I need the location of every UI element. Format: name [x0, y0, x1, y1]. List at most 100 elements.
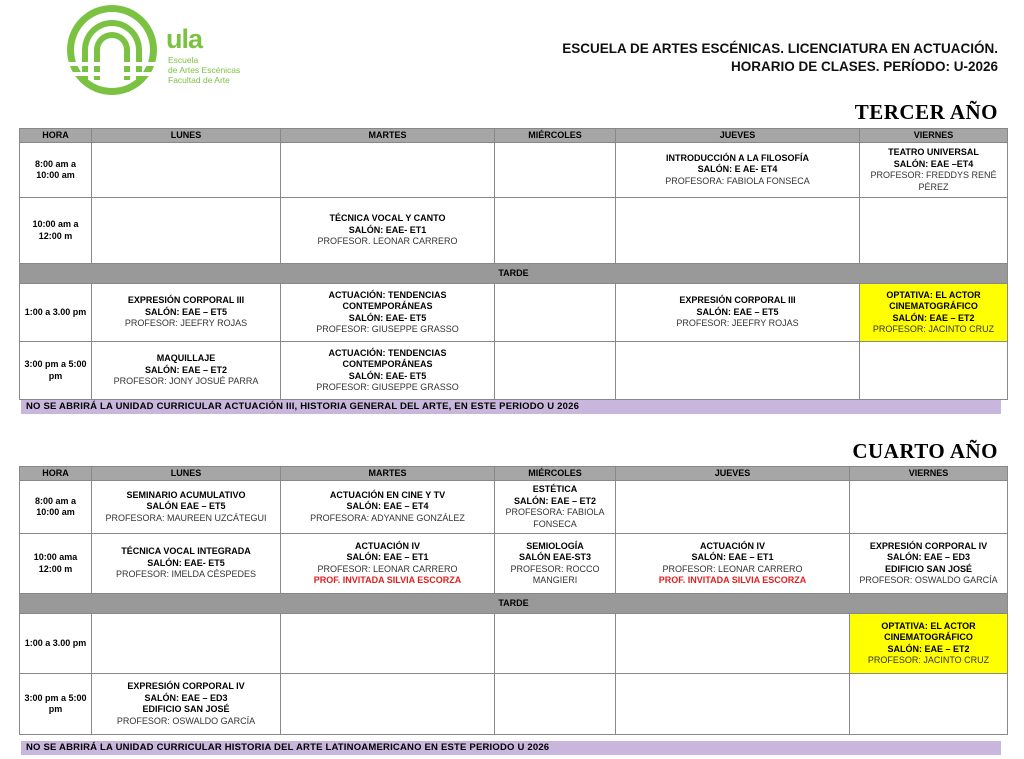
class-room: SALÓN: E AE- ET4: [697, 164, 778, 175]
class-title: TÉCNICA VOCAL INTEGRADA: [121, 546, 251, 557]
day-header: VIERNES: [849, 466, 1008, 481]
class-title: SEMINARIO ACUMULATIVO: [126, 489, 246, 500]
class-room: SALÓN: EAE – ET1: [691, 552, 774, 562]
logo-line: Escuela: [168, 55, 199, 65]
class-cell: [280, 142, 495, 198]
class-cell: [280, 613, 495, 674]
class-title: ACTUACIÓN: TENDENCIAS CONTEMPORÁNEAS: [328, 289, 447, 312]
class-title: INTRODUCCIÓN A LA FILOSOFÍA: [666, 152, 809, 163]
class-guest: PROF. INVITADA SILVIA ESCORZA: [313, 575, 462, 585]
logo-mark: [64, 5, 164, 95]
class-cell: EXPRESIÓN CORPORAL III SALÓN: EAE – ET5 PR…: [615, 283, 860, 342]
class-professor: PROFESORA: FABIOLA FONSECA: [505, 507, 605, 529]
time-slot: 10:00 am a 12:00 m: [19, 197, 92, 264]
time-row: 3:00 pm a 5:00 pm MAQUILLAJE SALÓN: EAE – …: [19, 341, 1008, 400]
class-cell: [859, 197, 1008, 264]
class-professor: PROFESOR: IMELDA CÉSPEDES: [115, 569, 257, 580]
class-title: ACTUACIÓN: TENDENCIAS CONTEMPORÁNEAS: [328, 347, 447, 370]
header-row: HORA LUNES MARTES MIÉRCOLES JUEVES VIERNES: [19, 128, 1008, 143]
section-title: CUARTO AÑO: [852, 439, 998, 463]
divider: TARDE: [19, 593, 1008, 614]
class-title: OPTATIVA: EL ACTOR CINEMATOGRÁFICO: [881, 620, 976, 643]
class-professor: PROFESORA: ADYANNE GONZÁLEZ: [310, 512, 465, 523]
class-cell: EXPRESIÓN CORPORAL IV SALÓN: EAE – ED3 EDI…: [91, 673, 281, 735]
time-row: 1:00 a 3.00 pm OPTATIVA: EL ACTOR CINEMAT…: [19, 613, 1008, 674]
logo-name: ula: [166, 24, 203, 54]
time-row: 8:00 am a 10:00 am INTRODUCCIÓN A LA FILO…: [19, 142, 1008, 198]
class-room: SALÓN EAE – ET5: [146, 501, 226, 512]
notice: NO SE ABRIRÁ LA UNIDAD CURRICULAR HISTOR…: [21, 741, 1001, 755]
class-professor: PROFESOR: OSWALDO GARCÍA: [859, 575, 998, 585]
time-row: 1:00 a 3.00 pm EXPRESIÓN CORPORAL III SALÓ…: [19, 283, 1008, 342]
class-cell: EXPRESIÓN CORPORAL IV SALÓN: EAE – ED3 EDI…: [849, 533, 1008, 594]
class-cell: OPTATIVA: EL ACTOR CINEMATOGRÁFICO SALÓN:…: [849, 613, 1008, 674]
class-room: SALÓN: EAE- ET5: [147, 557, 225, 568]
class-extra: EDIFICIO SAN JOSÉ: [142, 704, 230, 714]
class-cell: [849, 673, 1008, 735]
time-slot: 10:00 ama 12:00 m: [19, 533, 92, 594]
class-cell: [494, 142, 616, 198]
class-room: SALÓN: EAE – ED3: [886, 552, 971, 562]
class-title: TÉCNICA VOCAL Y CANTO: [329, 213, 446, 224]
time-row: 3:00 pm a 5:00 pm EXPRESIÓN CORPORAL IV SA…: [19, 673, 1008, 735]
class-cell: [494, 197, 616, 264]
notice: NO SE ABRIRÁ LA UNIDAD CURRICULAR ACTUAC…: [21, 400, 1001, 414]
day-header: MIÉRCOLES: [494, 466, 616, 481]
class-room: SALÓN: EAE – ET1: [346, 552, 429, 562]
time-slot: 3:00 pm a 5:00 pm: [19, 673, 92, 735]
class-room: SALÓN: EAE – ET2: [144, 364, 227, 375]
class-room: SALÓN: EAE – ET5: [696, 306, 779, 317]
section-title: TERCER AÑO: [854, 100, 998, 124]
time-row: 10:00 am a 12:00 m TÉCNICA VOCAL Y CANTO S…: [19, 197, 1008, 264]
class-professor: PROFESORA: FABIOLA FONSECA: [665, 175, 810, 186]
class-cell: [615, 341, 860, 400]
logo-line: Facultad de Arte: [168, 75, 230, 85]
class-professor: PROFESOR: OSWALDO GARCÍA: [116, 715, 256, 726]
class-cell: ACTUACIÓN IV SALÓN: EAE – ET1 PROFESOR: LE…: [615, 533, 850, 594]
day-header: VIERNES: [859, 128, 1008, 143]
class-cell: EXPRESIÓN CORPORAL III SALÓN: EAE – ET5 PR…: [91, 283, 281, 342]
class-cell: [615, 480, 850, 534]
class-room: SALÓN: EAE- ET1: [348, 224, 427, 235]
class-professor: PROFESOR: LEONAR CARRERO: [317, 563, 458, 574]
class-professor: PROFESORA: MAUREEN UZCÁTEGUI: [105, 512, 267, 523]
class-cell: TÉCNICA VOCAL Y CANTO SALÓN: EAE- ET1 PROF…: [280, 197, 495, 264]
class-title: ACTUACIÓN IV: [355, 540, 420, 551]
class-title: ACTUACIÓN IV: [700, 540, 765, 551]
schedule-table: HORA LUNES MARTES MIÉRCOLES JUEVES VIERNES 8:0…: [19, 128, 1008, 400]
class-cell: [91, 197, 281, 264]
class-cell: [615, 197, 860, 264]
day-header: LUNES: [91, 466, 281, 481]
class-extra: EDIFICIO SAN JOSÉ: [884, 563, 973, 574]
class-cell: [280, 673, 495, 735]
day-header: MARTES: [280, 128, 495, 143]
class-cell: TEATRO UNIVERSAL SALÓN: EAE –ET4 PROFESOR:…: [859, 142, 1008, 198]
class-cell: ACTUACIÓN EN CINE Y TV SALÓN: EAE – ET4 PR…: [280, 480, 495, 534]
class-cell: [494, 613, 616, 674]
class-room: SALÓN: EAE – ET2: [892, 312, 975, 323]
class-title: ACTUACIÓN EN CINE Y TV: [329, 489, 446, 500]
header-line: ESCUELA DE ARTES ESCÉNICAS. LICENCIATURA…: [562, 41, 998, 56]
day-header: JUEVES: [615, 128, 860, 143]
class-cell: ESTÉTICA SALÓN: EAE – ET2 PROFESORA: FABIO…: [494, 480, 616, 534]
class-room: SALÓN: EAE- ET5: [348, 370, 427, 381]
day-header: HORA: [19, 128, 92, 143]
day-header: HORA: [19, 466, 92, 481]
class-room: SALÓN: EAE – ET5: [144, 306, 227, 317]
class-cell: [494, 341, 616, 400]
class-professor: PROFESOR: JACINTO CRUZ: [867, 655, 990, 665]
class-professor: PROFESOR: LEONAR CARRERO: [662, 563, 803, 574]
class-cell: [494, 283, 616, 342]
class-professor: PROFESOR: JEEFRY ROJAS: [676, 318, 799, 329]
class-room: SALÓN EAE-ST3: [518, 552, 591, 562]
time-slot: 1:00 a 3.00 pm: [19, 283, 92, 342]
class-cell: OPTATIVA: EL ACTOR CINEMATOGRÁFICO SALÓN:…: [859, 283, 1008, 342]
class-title: EXPRESIÓN CORPORAL IV: [127, 681, 245, 691]
class-guest: PROF. INVITADA SILVIA ESCORZA: [658, 575, 807, 585]
class-professor: PROFESOR: GIUSEPPE GRASSO: [316, 382, 459, 392]
class-title: SEMIOLOGÍA: [526, 540, 584, 551]
time-slot: 3:00 pm a 5:00 pm: [19, 341, 92, 400]
class-cell: SEMIOLOGÍA SALÓN EAE-ST3 PROFESOR: ROCCO M…: [494, 533, 616, 594]
class-professor: PROFESOR: GIUSEPPE GRASSO: [316, 324, 459, 334]
class-title: OPTATIVA: EL ACTOR CINEMATOGRÁFICO: [886, 289, 981, 312]
